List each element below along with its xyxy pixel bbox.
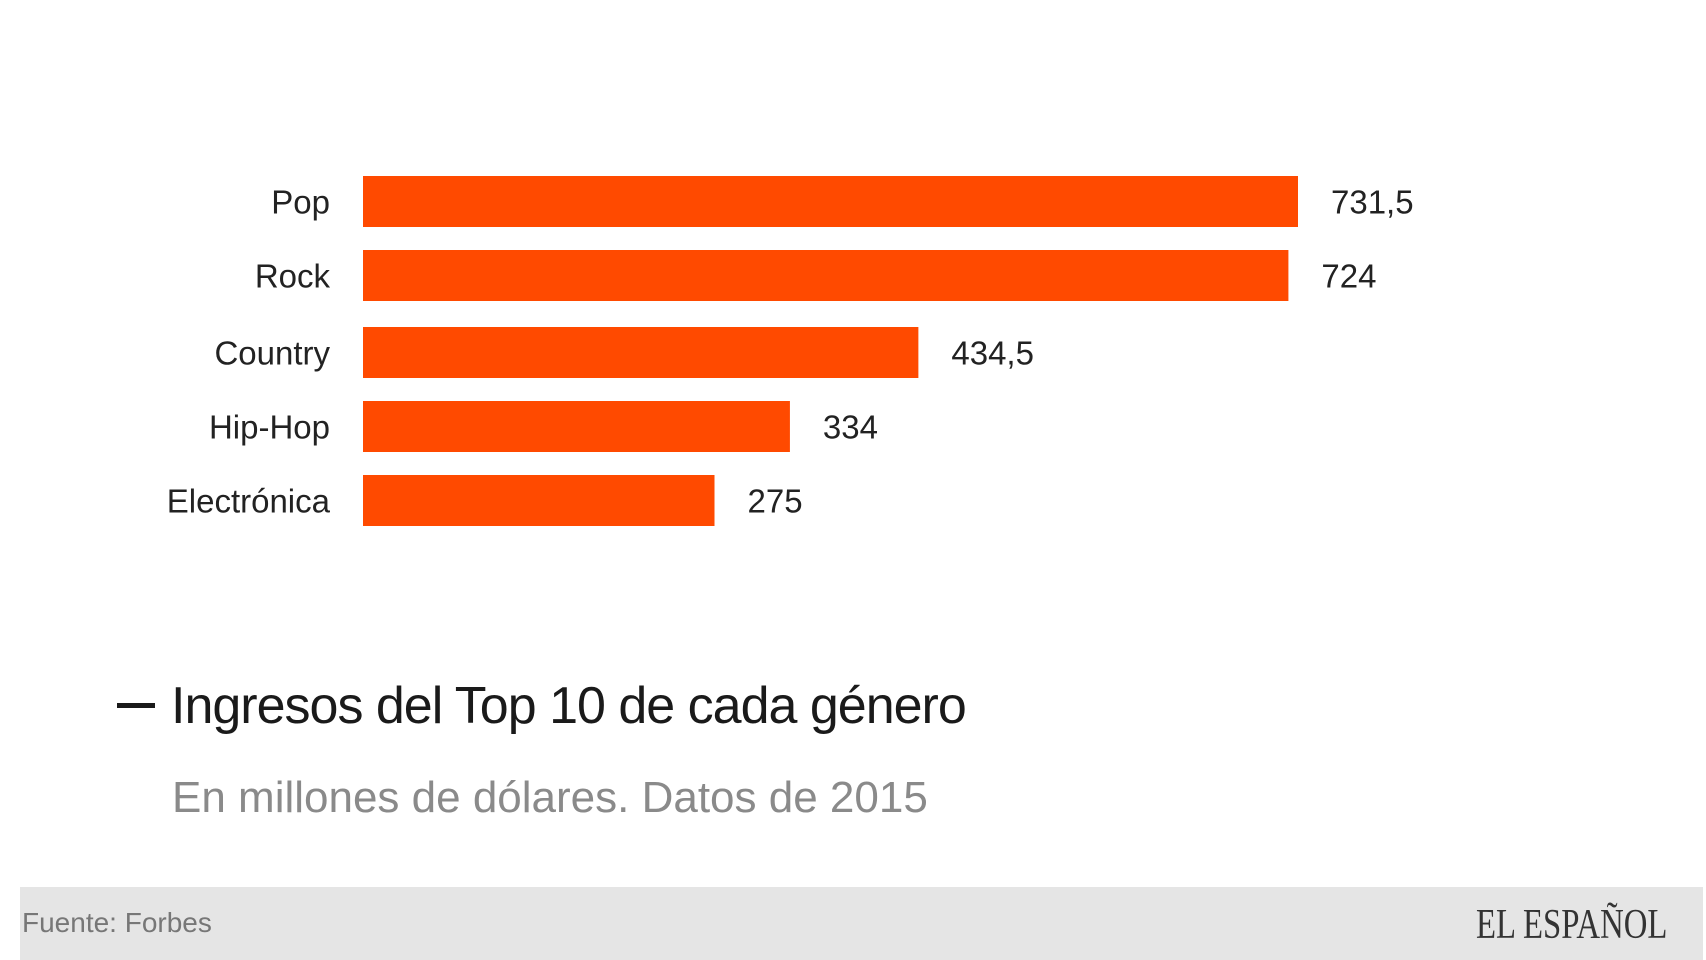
- value-label: 731,5: [1331, 184, 1414, 221]
- category-label: Hip-Hop: [209, 409, 330, 446]
- bar-electrónica: [363, 475, 715, 526]
- title-dash: [117, 702, 155, 708]
- category-label: Electrónica: [167, 483, 331, 520]
- category-label: Rock: [255, 258, 331, 295]
- bar-pop: [363, 176, 1298, 227]
- value-label: 434,5: [951, 335, 1034, 372]
- chart-subtitle: En millones de dólares. Datos de 2015: [172, 773, 928, 822]
- el-espanol-logo: EL ESPAÑOL: [1475, 902, 1667, 948]
- chart-title: Ingresos del Top 10 de cada género: [117, 676, 967, 736]
- source-note: Fuente: Forbes: [22, 907, 212, 938]
- category-label: Pop: [271, 184, 330, 221]
- bar-country: [363, 327, 919, 378]
- footer-bar: Fuente: Forbes EL ESPAÑOL: [20, 887, 1703, 960]
- value-label: 724: [1321, 258, 1376, 295]
- category-label: Country: [214, 335, 330, 372]
- bar-rock: [363, 250, 1289, 301]
- bar-hip-hop: [363, 401, 790, 452]
- value-label: 275: [748, 483, 803, 520]
- value-label: 334: [823, 409, 878, 446]
- chart-title-text: Ingresos del Top 10 de cada género: [171, 677, 967, 735]
- bar-chart: Pop 731,5 Rock 724 Country 434,5 Hip-Hop 334 Ele…: [167, 176, 1414, 526]
